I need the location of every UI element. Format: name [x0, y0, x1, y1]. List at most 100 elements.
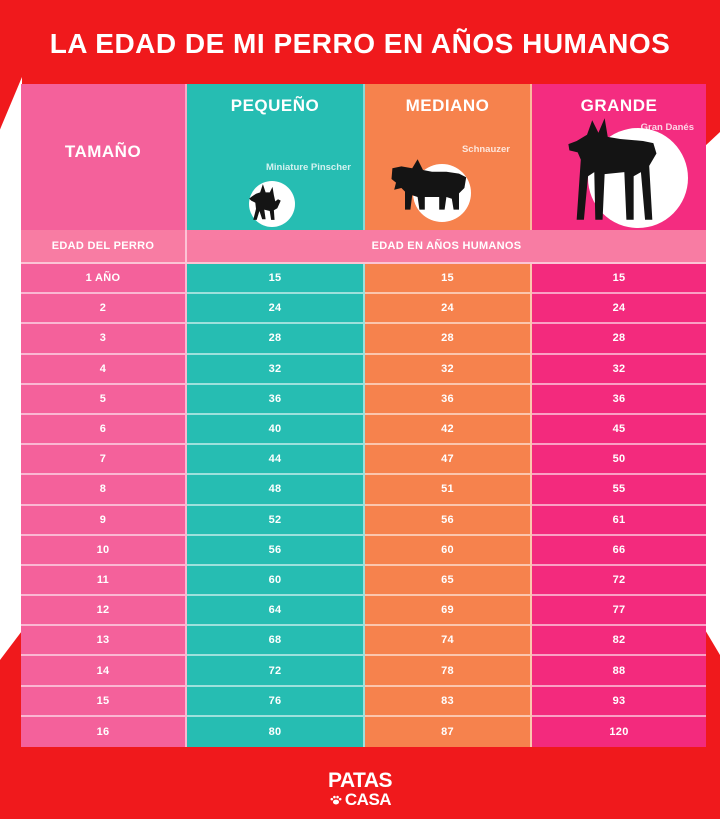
table-row: 12 64 69 77 [21, 596, 706, 627]
human-age-medium-cell: 47 [365, 445, 532, 476]
human-age-small-cell: 72 [187, 656, 365, 687]
human-age-large-cell: 93 [532, 686, 706, 717]
dog-age-cell: 14 [21, 656, 187, 687]
table-row: 9 52 56 61 [21, 505, 706, 536]
column-header-grande: GRANDE Gran Danés [532, 84, 706, 230]
brand-name-casa: CASA [344, 790, 392, 809]
column-label-mediano: MEDIANO [405, 96, 490, 115]
human-age-large-cell: 66 [532, 535, 706, 566]
human-age-large-cell: 28 [532, 324, 706, 355]
human-age-small-cell: 36 [187, 384, 365, 415]
table-row: 13 68 74 82 [21, 626, 706, 657]
paw-icon [330, 795, 342, 805]
dog-age-cell: 4 [21, 354, 187, 385]
human-age-medium-cell: 32 [365, 354, 532, 385]
human-age-small-cell: 56 [187, 535, 365, 566]
human-age-medium-cell: 60 [365, 535, 532, 566]
table-row: 7 44 47 50 [21, 445, 706, 476]
brand-name-patas: PATAS [328, 769, 393, 792]
dog-age-cell: 3 [21, 324, 187, 355]
dog-age-cell: 10 [21, 535, 187, 566]
page-title: LA EDAD DE MI PERRO EN AÑOS HUMANOS [49, 28, 671, 59]
human-age-small-cell: 64 [187, 596, 365, 627]
human-age-header: EDAD EN AÑOS HUMANOS [187, 230, 706, 264]
brand-logo: PATAS CASA [0, 769, 720, 809]
human-age-medium-cell: 74 [365, 626, 532, 657]
human-age-small-cell: 80 [187, 716, 365, 747]
miniature-pinscher-icon [249, 184, 281, 220]
dog-age-cell: 11 [21, 565, 187, 597]
human-age-medium-cell: 65 [365, 565, 532, 597]
column-label-grande: GRANDE [580, 96, 658, 115]
column-label-pequeno: PEQUEÑO [230, 96, 320, 115]
dog-age-cell: 5 [21, 384, 187, 415]
human-age-small-cell: 48 [187, 475, 365, 506]
human-age-small-cell: 68 [187, 626, 365, 657]
human-age-medium-cell: 15 [365, 264, 532, 295]
human-age-large-cell: 82 [532, 626, 706, 657]
schnauzer-icon [391, 159, 467, 210]
human-age-medium-cell: 69 [365, 596, 532, 627]
table-row: 15 76 83 93 [21, 686, 706, 717]
human-age-large-cell: 88 [532, 656, 706, 687]
breed-label-medium: Schnauzer [461, 144, 510, 155]
human-age-large-cell: 32 [532, 354, 706, 385]
human-age-medium-cell: 24 [365, 294, 532, 325]
table-row: 16 80 87 120 [21, 716, 706, 747]
table-row: 5 36 36 36 [21, 384, 706, 415]
human-age-large-cell: 45 [532, 414, 706, 446]
background-wedge-right [706, 132, 720, 655]
dog-age-cell: 16 [21, 716, 187, 747]
table-row: 14 72 78 88 [21, 656, 706, 687]
breed-label-small: Miniature Pinscher [266, 162, 351, 173]
dog-age-cell: 13 [21, 626, 187, 657]
table-row: 6 40 42 45 [21, 414, 706, 446]
human-age-medium-cell: 87 [365, 716, 532, 747]
human-age-small-cell: 40 [187, 414, 365, 446]
table-row: 2 24 24 24 [21, 294, 706, 325]
dog-age-cell: 9 [21, 505, 187, 536]
human-age-medium-cell: 56 [365, 505, 532, 536]
table-row: 1 AÑO 15 15 15 [21, 264, 706, 295]
human-age-large-cell: 36 [532, 384, 706, 415]
human-age-medium-cell: 51 [365, 475, 532, 506]
human-age-small-cell: 60 [187, 565, 365, 597]
human-age-small-cell: 24 [187, 294, 365, 325]
column-header-tamano: TAMAÑO [21, 84, 187, 230]
human-age-large-cell: 50 [532, 445, 706, 476]
dog-age-cell: 2 [21, 294, 187, 325]
human-age-medium-cell: 83 [365, 686, 532, 717]
great-dane-icon [568, 118, 657, 220]
table-subheader: EDAD DEL PERRO EDAD EN AÑOS HUMANOS [21, 230, 706, 264]
table-header-block: TAMAÑO PEQUEÑO Miniature Pinscher MEDIAN… [21, 84, 706, 230]
table-row: 11 60 65 72 [21, 565, 706, 597]
human-age-medium-cell: 28 [365, 324, 532, 355]
human-age-large-cell: 72 [532, 565, 706, 597]
column-header-mediano: MEDIANO Schnauzer [365, 84, 532, 230]
size-label: TAMAÑO [64, 142, 142, 161]
human-age-small-cell: 15 [187, 264, 365, 295]
dog-age-cell: 15 [21, 686, 187, 717]
dog-age-cell: 6 [21, 414, 187, 446]
column-header-pequeno: PEQUEÑO Miniature Pinscher [187, 84, 365, 230]
dog-age-cell: 7 [21, 445, 187, 476]
age-rows: 1 AÑO 15 15 15 2 24 24 24 3 28 28 28 [21, 264, 706, 747]
human-age-medium-cell: 78 [365, 656, 532, 687]
background-wedge-left [0, 77, 22, 660]
dog-age-cell: 12 [21, 596, 187, 627]
human-age-large-cell: 24 [532, 294, 706, 325]
dog-age-table: TAMAÑO PEQUEÑO Miniature Pinscher MEDIAN… [21, 84, 706, 747]
human-age-medium-cell: 42 [365, 414, 532, 446]
dog-age-header: EDAD DEL PERRO [21, 230, 187, 264]
human-age-large-cell: 55 [532, 475, 706, 506]
human-age-small-cell: 76 [187, 686, 365, 717]
human-age-large-cell: 77 [532, 596, 706, 627]
human-age-large-cell: 61 [532, 505, 706, 536]
table-row: 4 32 32 32 [21, 354, 706, 385]
table-row: 8 48 51 55 [21, 475, 706, 506]
human-age-small-cell: 28 [187, 324, 365, 355]
human-age-medium-cell: 36 [365, 384, 532, 415]
human-age-small-cell: 52 [187, 505, 365, 536]
human-age-small-cell: 32 [187, 354, 365, 385]
